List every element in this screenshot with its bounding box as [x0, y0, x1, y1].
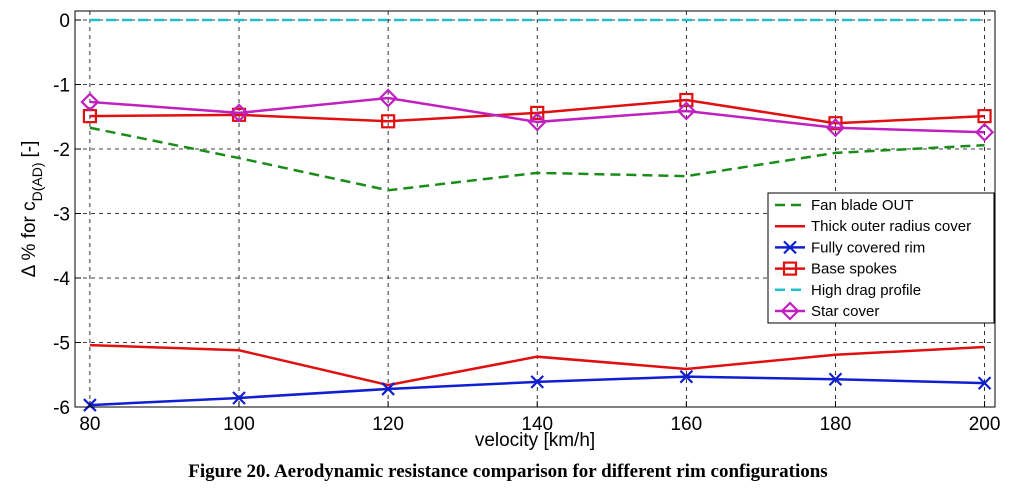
marker [80, 92, 100, 112]
legend-label: High drag profile [811, 282, 921, 299]
y-label-text: Δ % for c [19, 201, 40, 277]
legend: Fan blade OUT Thick outer radius cover Ful… [767, 192, 995, 324]
y-label-suffix: [-] [19, 141, 40, 158]
y-tick-label: 0 [59, 11, 70, 32]
marker [530, 105, 545, 121]
y-tick-label: -5 [53, 334, 70, 355]
y-tick-label: -4 [53, 269, 70, 290]
marker [828, 372, 843, 387]
y-tick-label: -1 [53, 76, 70, 97]
marker [783, 240, 797, 255]
y-axis-label: Δ % for cD(AD) [-] [19, 141, 45, 278]
x-tick-label: 160 [670, 414, 702, 435]
marker [780, 301, 800, 321]
plot [80, 18, 995, 412]
legend-label: Fully covered rim [811, 239, 925, 256]
marker [527, 112, 547, 132]
series-line [89, 126, 985, 192]
series-line [89, 96, 985, 134]
marker [530, 375, 545, 389]
legend-label: Thick outer radius cover [811, 218, 971, 235]
marker [381, 114, 396, 129]
x-tick-label: 180 [820, 414, 852, 435]
marker [679, 92, 694, 108]
caption: Figure 20. Aerodynamic resistance compar… [188, 461, 827, 482]
marker [977, 109, 992, 124]
y-tick-label: -6 [53, 398, 70, 419]
legend-label: Fan blade OUT [811, 197, 914, 214]
legend-label: Star cover [811, 303, 879, 320]
y-tick-label: -2 [53, 140, 70, 161]
y-tick-label: -3 [53, 205, 70, 226]
x-tick-label: 80 [79, 414, 100, 435]
marker [378, 88, 398, 108]
marker [975, 122, 995, 142]
x-tick-label: 100 [223, 414, 255, 435]
legend-box [767, 192, 995, 324]
x-axis-label: velocity [km/h] [475, 430, 595, 451]
plot-frame [74, 10, 996, 408]
marker [232, 391, 246, 405]
marker [828, 116, 843, 131]
x-tick-label: 140 [521, 414, 553, 435]
legend-label: Base spokes [811, 261, 897, 278]
marker [825, 118, 846, 138]
marker [679, 369, 694, 384]
x-tick-label: 200 [969, 414, 1001, 435]
marker [977, 376, 992, 390]
x-tick-label: 120 [372, 414, 404, 435]
y-label-subscript: D(AD) [29, 162, 45, 201]
series-line [89, 343, 985, 387]
marker [229, 103, 249, 123]
marker [676, 101, 696, 121]
marker [782, 261, 798, 276]
marker [381, 382, 395, 396]
